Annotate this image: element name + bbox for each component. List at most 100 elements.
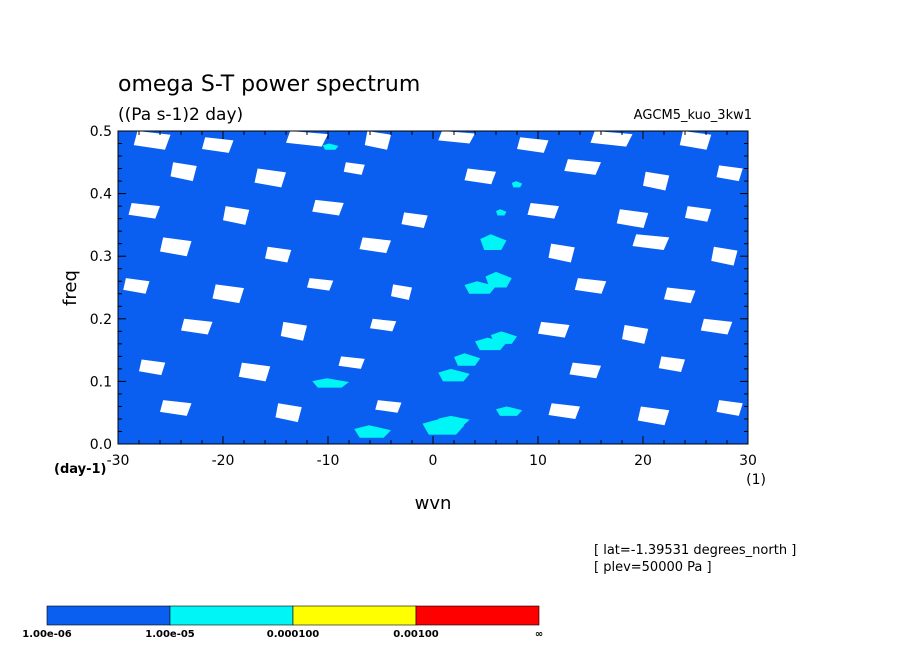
high-regions — [312, 143, 523, 438]
below-min-patch — [700, 318, 733, 335]
below-min-patch — [170, 162, 197, 182]
below-min-patch — [375, 400, 402, 413]
y-tick-labels: 0.0 0.1 0.2 0.3 0.4 0.5 — [90, 124, 112, 453]
colorbar-labels: 1.00e-06 1.00e-05 0.000100 0.00100 ∞ — [22, 629, 543, 640]
below-min-patch — [364, 131, 391, 150]
x-tick-label: 30 — [739, 453, 757, 469]
below-min-patch — [123, 278, 150, 294]
colorbar-label: 1.00e-06 — [22, 629, 72, 640]
high-value-patch — [496, 209, 507, 216]
below-min-patch — [716, 165, 743, 182]
below-min-patch — [548, 243, 575, 263]
x-tick-label: -10 — [317, 453, 340, 469]
high-value-patch — [438, 368, 470, 382]
y-tick-label: 0.1 — [90, 374, 112, 390]
below-min-patch — [212, 284, 244, 304]
below-min-patch — [564, 159, 601, 175]
below-min-patch — [685, 206, 712, 222]
below-min-patch — [223, 206, 250, 225]
high-value-patch — [354, 425, 391, 438]
x-tick-label: -30 — [107, 453, 130, 469]
below-min-patch — [548, 403, 580, 419]
high-value-patch — [480, 234, 507, 250]
high-value-patch — [490, 331, 517, 344]
axis-ticks — [117, 130, 749, 445]
below-min-patch — [275, 403, 302, 423]
below-min-patch — [280, 321, 307, 341]
x-tick-label: 20 — [634, 453, 652, 469]
below-min-patch — [438, 131, 475, 144]
below-min-patch — [133, 131, 171, 150]
below-min-patch — [658, 356, 685, 373]
below-min-patch — [286, 131, 328, 147]
below-min-patch — [391, 284, 412, 301]
colorbar — [46, 605, 540, 626]
below-min-patch — [338, 356, 365, 369]
y-tick-label: 0.2 — [90, 312, 112, 328]
chart-title: omega S-T power spectrum — [118, 72, 420, 97]
colorbar-label: 1.00e-05 — [145, 629, 195, 640]
below-min-patch — [464, 168, 496, 185]
x-unit-label: (1) — [746, 472, 766, 488]
below-min-patch — [616, 209, 649, 229]
below-min-patch — [632, 234, 670, 250]
below-min-patch — [160, 237, 192, 257]
below-min-patch — [711, 246, 738, 266]
colorbar-segment — [169, 605, 294, 626]
high-value-patch — [496, 406, 523, 416]
below-min-patch — [238, 362, 271, 382]
below-min-patch — [716, 400, 743, 416]
x-axis-label: wvn — [415, 493, 452, 514]
below-min-patch — [343, 162, 365, 175]
colorbar-label: 0.000100 — [267, 629, 320, 640]
y-tick-label: 0.5 — [90, 124, 112, 140]
y-tick-label: 0.0 — [90, 437, 112, 453]
x-tick-labels: -30 -20 -10 0 10 20 30 — [107, 453, 757, 469]
below-min-patch — [254, 168, 286, 188]
below-min-patch — [664, 287, 696, 304]
high-value-patch — [454, 353, 481, 366]
high-value-patch — [322, 143, 339, 150]
below-min-patch — [637, 406, 670, 426]
colorbar-segment — [46, 605, 171, 626]
below-min-patch — [643, 171, 670, 191]
colorbar-segment — [415, 605, 540, 626]
below-min-patch — [307, 278, 334, 291]
y-tick-label: 0.3 — [90, 249, 112, 265]
high-value-patch — [464, 281, 496, 294]
below-min-patch — [265, 246, 292, 263]
run-label: AGCM5_kuo_3kw1 — [634, 108, 752, 123]
high-value-patch — [511, 181, 523, 188]
below-min-patch — [517, 137, 549, 153]
y-tick-label: 0.4 — [90, 187, 112, 203]
high-value-patch — [485, 271, 512, 288]
below-min-patch — [202, 137, 234, 153]
colorbar-label: ∞ — [535, 629, 543, 640]
below-min-patch — [569, 362, 601, 379]
colorbar-label: 0.00100 — [393, 629, 439, 640]
y-axis-label: freq — [60, 270, 81, 306]
x-tick-label: 10 — [529, 453, 547, 469]
x-tick-label: 0 — [429, 453, 438, 469]
below-min-patch — [128, 202, 160, 219]
below-min-patch — [679, 131, 712, 150]
below-min-patch — [312, 199, 344, 216]
below-min-patch — [622, 325, 649, 344]
below-min-patch — [370, 318, 397, 332]
colorbar-segment — [292, 605, 417, 626]
below-min-patch — [538, 321, 570, 338]
x-tick-label: -20 — [212, 453, 235, 469]
below-min-patch — [574, 278, 607, 294]
below-min-patch — [527, 202, 559, 219]
high-value-patch — [312, 378, 349, 388]
chart-subtitle: ((Pa s-1)2 day) — [118, 105, 243, 125]
below-min-patch — [359, 237, 391, 254]
below-min-patch — [160, 400, 192, 416]
plot-area — [117, 130, 749, 445]
info-line-lat: [ lat=-1.39531 degrees_north ] — [594, 543, 796, 558]
below-min-patch — [139, 359, 166, 376]
high-value-patch — [438, 415, 470, 426]
below-min-patch — [401, 212, 428, 229]
y-unit-label: (day-1) — [54, 462, 106, 477]
